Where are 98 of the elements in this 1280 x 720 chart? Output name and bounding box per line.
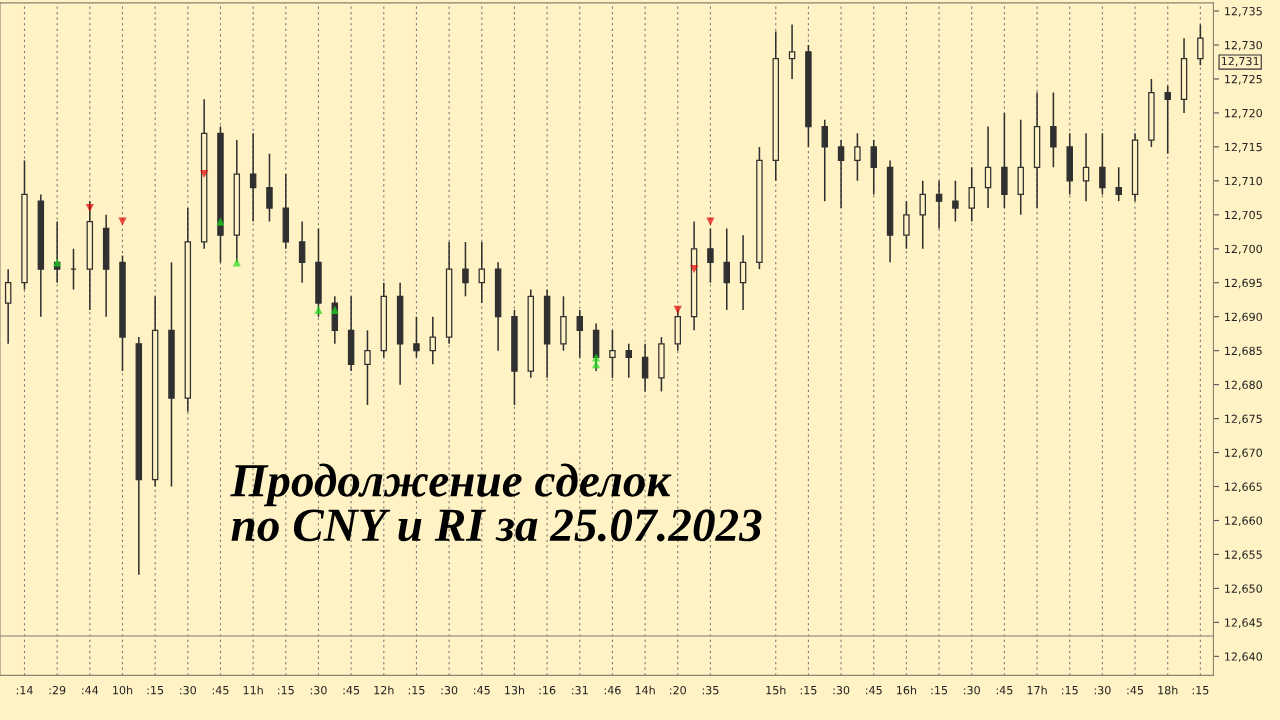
x-tick-label: :15 <box>931 686 948 695</box>
candlestick <box>364 329 371 406</box>
candlestick <box>984 125 992 209</box>
y-tick-label: 12,690 <box>1225 312 1262 323</box>
y-tick-label: 12,655 <box>1225 550 1262 560</box>
y-tick-label: 12,735 <box>1225 7 1262 17</box>
point <box>216 217 225 226</box>
candlestick <box>935 180 943 230</box>
y-tick-label: 12,680 <box>1225 380 1262 391</box>
x-tick-label: :31 <box>572 685 588 695</box>
x-tick-label: :15 <box>408 686 425 695</box>
candlestick <box>609 329 616 379</box>
x-tick-label: :45 <box>866 686 882 695</box>
candlestick <box>1099 132 1106 196</box>
candlestick <box>870 139 877 196</box>
x-tick-label: :14 <box>16 686 33 695</box>
y-tick-label: 12,645 <box>1225 618 1262 628</box>
x-tick-label: :16 <box>539 685 556 695</box>
candlestick <box>919 180 926 250</box>
candlestick <box>413 315 420 359</box>
point <box>592 360 601 369</box>
x-tick-label: :45 <box>996 686 1013 695</box>
candlestick <box>298 220 306 284</box>
x-tick-label: :15 <box>278 686 294 695</box>
y-tick-label: 12,710 <box>1225 176 1262 187</box>
x-tick-label: :46 <box>604 685 621 695</box>
x-tick-label: :15 <box>147 686 164 695</box>
x-tick-label: 10h <box>113 685 133 695</box>
candlestick <box>903 200 910 250</box>
y-tick-label: 12,695 <box>1225 278 1262 289</box>
candlestick <box>462 241 469 298</box>
candlestick <box>968 166 975 223</box>
x-tick-label: :30 <box>310 685 327 695</box>
x-tick-label: :30 <box>1094 685 1111 695</box>
x-tick-label: :45 <box>212 686 229 695</box>
text: Продолжение сделок по CNY и RI за 25.07.2023 <box>230 463 762 542</box>
y-tick-label: 12,685 <box>1225 346 1262 357</box>
x-tick-label: :45 <box>474 686 490 695</box>
y-tick-label: 12,730 <box>1225 40 1262 51</box>
x-tick-label: :15 <box>800 686 817 695</box>
point <box>118 217 127 226</box>
point <box>330 305 339 314</box>
x-tick-label: :35 <box>702 685 719 695</box>
y-tick-label: 12,725 <box>1225 74 1262 85</box>
candlestick <box>1050 91 1057 169</box>
x-tick-label: :45 <box>1127 686 1144 695</box>
y-tick-label: 12,660 <box>1225 516 1262 526</box>
candlestick <box>625 343 633 379</box>
x-tick-label: 17h <box>1027 685 1047 695</box>
x-tick-label: :45 <box>343 686 360 695</box>
candlestick <box>1164 84 1171 155</box>
x-tick-label: :30 <box>964 685 980 695</box>
x-tick-label: :29 <box>49 685 66 695</box>
candlestick <box>1115 166 1122 202</box>
y-tick-label: 12,675 <box>1225 414 1262 425</box>
candlestick <box>576 309 584 359</box>
x-tick-label: 11h <box>243 685 263 695</box>
y-tick-label: 12,705 <box>1225 210 1262 221</box>
x-tick-label: 16h <box>897 685 917 695</box>
x-tick-label: :15 <box>1192 686 1209 695</box>
y-tick-label: 12,650 <box>1225 584 1262 594</box>
x-tick-label: :30 <box>441 685 458 695</box>
y-tick-label: 12,670 <box>1225 448 1262 459</box>
x-tick-label: 13h <box>505 685 525 695</box>
y-tick-label: 12,720 <box>1225 108 1262 119</box>
point <box>85 203 94 213</box>
x-tick-label: 12h <box>374 685 394 695</box>
candlestick <box>788 23 796 80</box>
x-tick-label: 14h <box>635 685 655 695</box>
x-tick-label: 18h <box>1158 685 1178 695</box>
y-tick-label: 12,715 <box>1225 142 1262 153</box>
candlestick <box>4 268 12 345</box>
candlestick <box>723 227 730 311</box>
point <box>690 265 699 274</box>
text: 12,731 <box>1221 56 1259 67</box>
candlestick <box>266 152 273 223</box>
x-tick-label: :30 <box>180 685 197 695</box>
candlestick <box>739 234 747 311</box>
candlestick <box>952 180 959 223</box>
candlestick <box>1197 23 1204 67</box>
candlestick <box>641 343 649 393</box>
x-tick-label: :30 <box>833 685 850 695</box>
x-tick-label: :15 <box>1062 686 1078 695</box>
x-tick-label: :44 <box>82 686 99 695</box>
y-tick-label: 12,700 <box>1225 244 1262 255</box>
y-tick-label: 12,665 <box>1225 482 1262 493</box>
candlestick <box>429 315 437 366</box>
candlestick <box>707 227 714 284</box>
candlestick <box>249 132 257 223</box>
point <box>314 305 323 314</box>
x-tick-label: 15h <box>766 685 786 695</box>
point <box>592 353 601 362</box>
candlestick <box>821 118 828 202</box>
point <box>200 170 209 179</box>
candlestick <box>837 139 845 209</box>
candlestick <box>854 132 861 182</box>
y-tick-label: 12,640 <box>1225 652 1262 662</box>
x-tick-label: :20 <box>670 685 686 695</box>
